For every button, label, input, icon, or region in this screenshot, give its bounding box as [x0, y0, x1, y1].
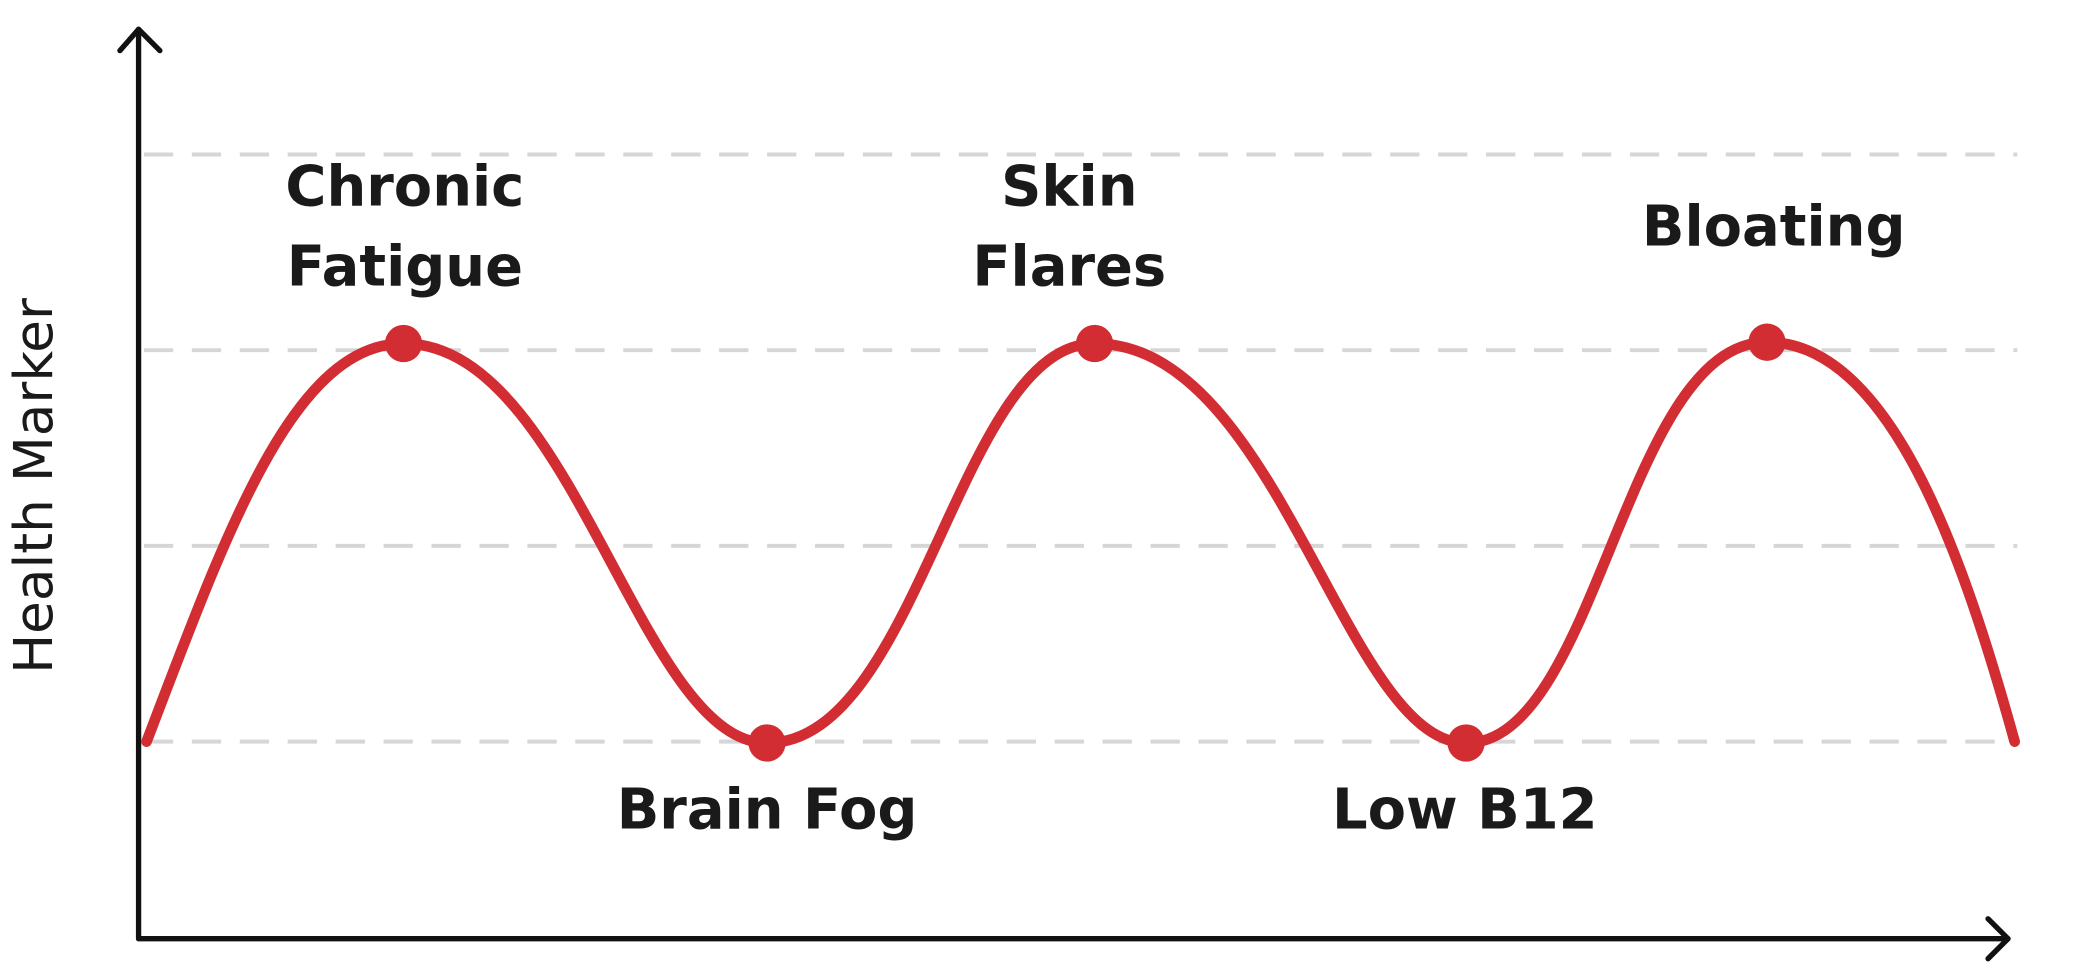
point — [384, 324, 423, 363]
point — [748, 724, 786, 762]
grid — [143, 152, 2018, 744]
point-label: Chronic — [285, 155, 524, 220]
point — [1075, 324, 1114, 363]
point-label: Low B12 — [1332, 778, 1598, 843]
point-label: Flares — [972, 234, 1166, 299]
point-label: Brain Fog — [617, 778, 918, 843]
y-arrow — [117, 26, 163, 54]
wave — [141, 336, 2020, 749]
point — [1748, 323, 1786, 361]
points — [384, 323, 1786, 762]
point-label: Fatigue — [287, 234, 523, 299]
y-axis-title: Health Marker — [3, 298, 65, 674]
point — [1447, 724, 1485, 762]
point-label: Skin — [1001, 155, 1137, 220]
x-arrow — [1985, 916, 2011, 962]
axes — [135, 26, 2011, 942]
point-label: Bloating — [1642, 194, 1906, 259]
